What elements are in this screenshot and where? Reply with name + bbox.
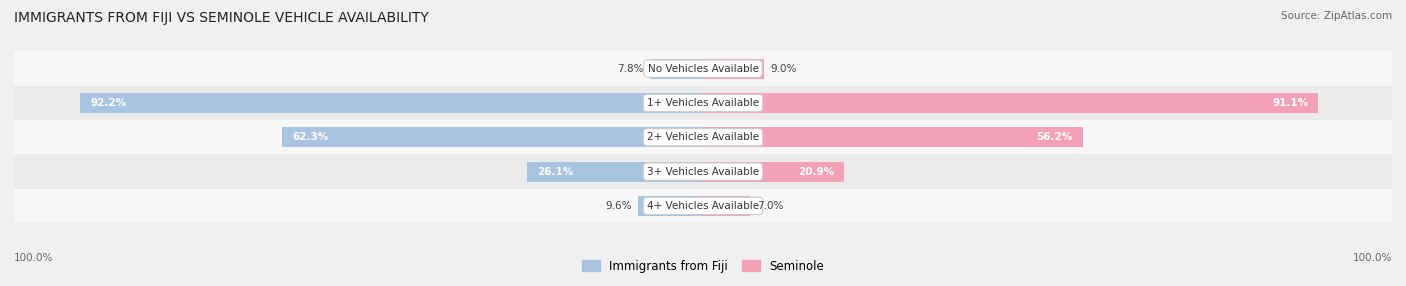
Text: 20.9%: 20.9% — [799, 167, 834, 176]
Text: 2+ Vehicles Available: 2+ Vehicles Available — [647, 132, 759, 142]
Bar — [14, 189, 1392, 223]
Text: IMMIGRANTS FROM FIJI VS SEMINOLE VEHICLE AVAILABILITY: IMMIGRANTS FROM FIJI VS SEMINOLE VEHICLE… — [14, 11, 429, 25]
Legend: Immigrants from Fiji, Seminole: Immigrants from Fiji, Seminole — [578, 255, 828, 277]
Bar — [14, 86, 1392, 120]
Text: 1+ Vehicles Available: 1+ Vehicles Available — [647, 98, 759, 108]
Text: 92.2%: 92.2% — [90, 98, 127, 108]
Text: 62.3%: 62.3% — [292, 132, 329, 142]
Bar — [703, 93, 1319, 113]
Bar — [703, 59, 763, 79]
Bar — [14, 51, 1392, 86]
Text: 100.0%: 100.0% — [14, 253, 53, 263]
Bar — [14, 120, 1392, 154]
Text: 26.1%: 26.1% — [537, 167, 574, 176]
Bar — [651, 59, 703, 79]
Text: 4+ Vehicles Available: 4+ Vehicles Available — [647, 201, 759, 211]
Text: 3+ Vehicles Available: 3+ Vehicles Available — [647, 167, 759, 176]
Bar — [14, 154, 1392, 189]
Bar — [527, 162, 703, 182]
Text: 91.1%: 91.1% — [1272, 98, 1308, 108]
Text: 7.8%: 7.8% — [617, 64, 644, 74]
Text: No Vehicles Available: No Vehicles Available — [648, 64, 758, 74]
Text: 56.2%: 56.2% — [1036, 132, 1073, 142]
Bar — [703, 196, 751, 216]
Text: 100.0%: 100.0% — [1353, 253, 1392, 263]
Bar — [703, 162, 844, 182]
Text: 9.6%: 9.6% — [605, 201, 631, 211]
Bar — [80, 93, 703, 113]
Bar — [703, 127, 1083, 147]
Text: 9.0%: 9.0% — [770, 64, 797, 74]
Bar — [283, 127, 703, 147]
Text: Source: ZipAtlas.com: Source: ZipAtlas.com — [1281, 11, 1392, 21]
Text: 7.0%: 7.0% — [756, 201, 783, 211]
Bar — [638, 196, 703, 216]
